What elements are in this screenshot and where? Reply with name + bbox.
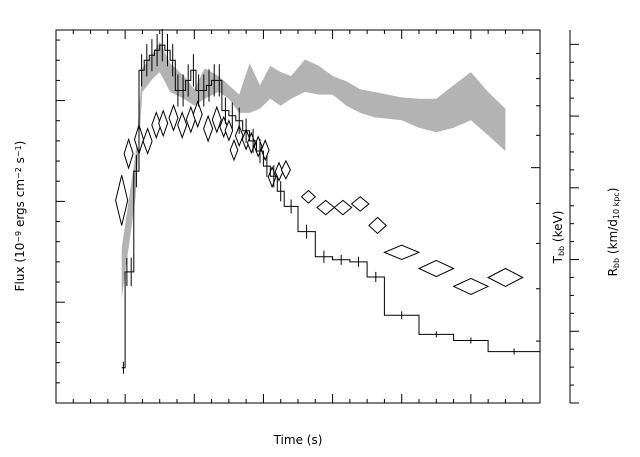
radius-label-part: R: [606, 268, 620, 276]
radius-point: [177, 111, 188, 140]
radius-point: [333, 199, 353, 216]
radius-point: [123, 137, 134, 170]
kt-axis-label: Tbb (keV): [551, 211, 566, 265]
radius-point: [224, 119, 234, 142]
kT-label-part: (keV): [551, 211, 565, 246]
flux-label-part: s: [13, 157, 27, 167]
radius-point: [316, 199, 336, 216]
kt-band: [121, 41, 506, 299]
radius-point: [203, 114, 214, 143]
radius-point: [158, 109, 169, 138]
radius-point: [267, 165, 277, 189]
flux-label-part: −2: [14, 167, 23, 179]
radius-diamond-layer: [115, 100, 524, 296]
radius-point: [280, 159, 291, 180]
flux-step-layer: [121, 29, 540, 374]
flux-label-part: Flux (10: [13, 243, 27, 292]
radius-point: [142, 127, 153, 156]
radius-label-part: bb: [612, 258, 621, 268]
flux-label-part: ): [13, 141, 27, 146]
flux-label-part: −1: [14, 145, 23, 157]
radius-label-part: (km/d: [606, 219, 620, 258]
radius-point: [253, 135, 263, 158]
radius-point: [168, 103, 179, 132]
x-axis-label: Time (s): [273, 433, 323, 447]
radius-point: [487, 267, 524, 287]
radius-point: [211, 105, 222, 134]
flux-axis-label: Flux (10−9 ergs cm−2 s−1): [13, 141, 27, 292]
radius-point: [350, 196, 370, 212]
radius-point: [274, 161, 284, 182]
radius-point: [229, 138, 239, 162]
radius-point: [452, 277, 490, 296]
radius-point: [192, 100, 203, 129]
ticks-layer: [55, 29, 579, 404]
radius-point: [234, 124, 244, 148]
radius-point: [115, 175, 129, 226]
radius-point: [417, 259, 455, 278]
radius-label-part: 10 kpc: [612, 192, 621, 219]
radius-point: [260, 138, 270, 162]
radius-point: [368, 216, 387, 235]
flux-label-part: ergs cm: [13, 179, 27, 231]
kT-label-part: T: [551, 255, 565, 264]
radius-axis-label: Rbb (km/d10 kpc): [606, 188, 621, 277]
kt-band-layer: [121, 41, 506, 299]
kT-label-part: bb: [557, 246, 566, 256]
radius-point: [383, 244, 421, 261]
labels-layer: Time (s) Flux (10−9 ergs cm−2 s−1) Tbb (…: [13, 141, 621, 447]
flux-label-part: −9: [14, 231, 23, 243]
radius-point: [300, 189, 317, 204]
radius-label-part: ): [606, 188, 620, 193]
